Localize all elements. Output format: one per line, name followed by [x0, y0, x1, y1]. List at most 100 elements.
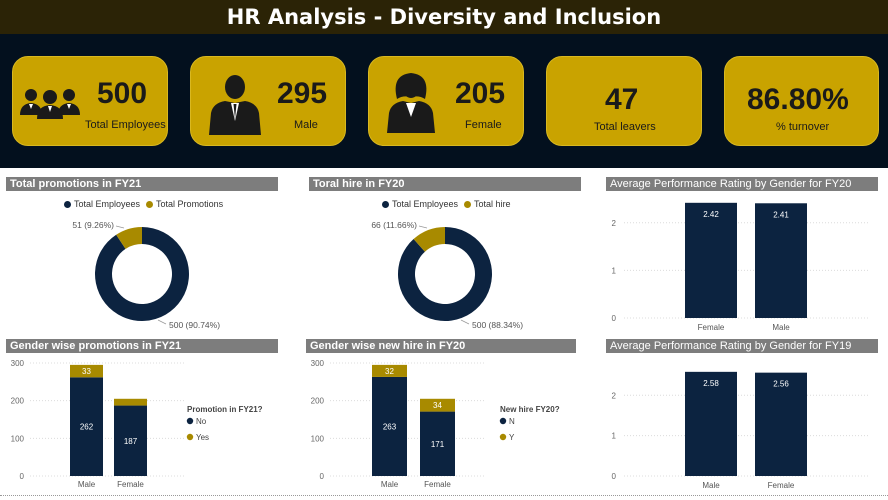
- y-tick-label: 2: [612, 219, 617, 228]
- donut-slice-small: [116, 227, 142, 249]
- kpi-label: Total Employees: [85, 119, 166, 131]
- gender-promotions-bar-chart: 0 100 200 300 262 33 Male 187 Female Promotion in…: [11, 359, 263, 489]
- label-leader-line: [157, 319, 167, 325]
- y-tick-label: 100: [311, 434, 325, 443]
- kpi-value: 205: [455, 77, 506, 110]
- kpi-turnover[interactable]: 86.80% % turnover: [724, 56, 879, 146]
- legend-item: No: [196, 417, 207, 426]
- data-label: 33: [82, 367, 91, 376]
- data-label: 2.42: [703, 210, 719, 219]
- dashboard-title: HR Analysis - Diversity and Inclusion: [226, 5, 662, 29]
- legend-dot: [499, 417, 507, 425]
- legend-dot: [64, 200, 71, 208]
- legend-title: Promotion in FY21?: [187, 405, 263, 414]
- legend-item: N: [509, 417, 515, 426]
- label-leader-line: [115, 225, 125, 229]
- x-tick-label: Male: [381, 480, 399, 489]
- x-tick-label: Female: [117, 480, 144, 489]
- kpi-value: 86.80%: [747, 83, 849, 116]
- data-label: 34: [433, 401, 442, 410]
- legend-item: Total hire: [474, 199, 511, 209]
- x-tick-label: Male: [772, 323, 790, 332]
- bar: [685, 371, 737, 476]
- data-label: 263: [383, 422, 397, 431]
- legend-dot: [382, 200, 389, 208]
- bar-segment: [114, 398, 147, 406]
- kpi-female[interactable]: 205 Female: [368, 56, 524, 146]
- bar-segment: [420, 398, 455, 412]
- kpi-total-employees[interactable]: 500 Total Employees: [12, 56, 168, 146]
- y-tick-label: 0: [320, 472, 325, 481]
- data-label: 2.41: [773, 210, 789, 219]
- y-tick-label: 0: [612, 314, 617, 323]
- bar-segment: [420, 411, 455, 476]
- perf20-bar-chart: 0 1 2 2.42 Female 2.41 Male: [612, 202, 868, 332]
- x-tick-label: Female: [698, 323, 725, 332]
- label-leader-line: [418, 225, 428, 229]
- y-tick-label: 2: [612, 391, 617, 400]
- y-tick-label: 1: [612, 432, 617, 441]
- y-tick-label: 300: [311, 359, 325, 368]
- legend-dot: [186, 433, 194, 441]
- x-tick-label: Female: [768, 481, 795, 490]
- data-label: 51 (9.26%): [72, 220, 114, 230]
- data-label: 262: [80, 423, 94, 432]
- legend-dot: [464, 200, 472, 208]
- promotions-legend: Total Employees Total Promotions: [64, 199, 223, 209]
- data-label: 2.56: [773, 380, 789, 389]
- data-label: 187: [124, 437, 138, 446]
- x-tick-label: Male: [702, 481, 720, 490]
- hire-panel-header: Toral hire in FY20: [309, 177, 581, 191]
- kpi-label: % turnover: [776, 121, 830, 133]
- y-tick-label: 100: [11, 434, 25, 443]
- hire-donut-chart: 66 (11.66%) 500 (88.34%): [371, 220, 523, 330]
- legend-dot: [186, 417, 194, 425]
- donut-slice-main: [95, 227, 190, 321]
- legend-item: Total Employees: [74, 199, 141, 209]
- page-bottom-border: [0, 495, 888, 496]
- legend-dot: [499, 433, 507, 441]
- bar-segment: [70, 364, 103, 378]
- kpi-value: 500: [97, 77, 148, 110]
- perf19-bar-chart: 0 1 2 2.58 Male 2.56 Female: [612, 371, 868, 490]
- data-label: 2.58: [703, 379, 719, 388]
- dashboard-title-bar: HR Analysis - Diversity and Inclusion: [0, 0, 888, 34]
- bar-segment: [372, 376, 407, 476]
- legend-dot: [146, 200, 154, 208]
- x-tick-label: Male: [78, 480, 96, 489]
- y-tick-label: 200: [311, 397, 325, 406]
- kpi-band: 500 Total Employees 295 Male 205 Female: [0, 34, 888, 168]
- legend-title: New hire FY20?: [500, 405, 560, 414]
- man-icon: [209, 75, 261, 135]
- kpi-value: 295: [277, 77, 328, 110]
- kpi-total-leavers[interactable]: 47 Total leavers: [546, 56, 702, 146]
- kpi-label: Total leavers: [594, 121, 656, 133]
- promotions-donut-chart: 51 (9.26%) 500 (90.74%): [72, 220, 220, 330]
- y-tick-label: 1: [612, 266, 617, 275]
- bar: [685, 202, 737, 318]
- x-tick-label: Female: [424, 480, 451, 489]
- legend-item: Total Employees: [392, 199, 459, 209]
- y-tick-label: 300: [11, 359, 25, 368]
- promotions-panel-header: Total promotions in FY21: [6, 177, 278, 191]
- legend-item: Yes: [196, 433, 209, 442]
- label-leader-line: [460, 319, 470, 325]
- donut-slice-small: [413, 227, 445, 252]
- kpi-male[interactable]: 295 Male: [190, 56, 346, 146]
- data-label: 66 (11.66%): [371, 220, 417, 230]
- data-label: 171: [431, 440, 445, 449]
- people-group-icon: [20, 89, 80, 119]
- hire-legend: Total Employees Total hire: [382, 199, 511, 209]
- bar: [755, 203, 807, 318]
- data-label: 32: [385, 367, 394, 376]
- y-tick-label: 0: [612, 472, 617, 481]
- data-label: 500 (88.34%): [472, 320, 523, 330]
- perf19-panel-header: Average Performance Rating by Gender for…: [606, 339, 878, 353]
- gender-promotions-panel-header: Gender wise promotions in FY21: [6, 339, 278, 353]
- gender-hire-bar-chart: 0 100 200 300 263 32 Male 171 34 Female New hire F…: [311, 359, 560, 489]
- bar-segment: [70, 377, 103, 476]
- legend-item: Y: [509, 433, 515, 442]
- data-label: 500 (90.74%): [169, 320, 220, 330]
- gender-hire-panel-header: Gender wise new hire in FY20: [306, 339, 576, 353]
- woman-icon: [387, 73, 435, 133]
